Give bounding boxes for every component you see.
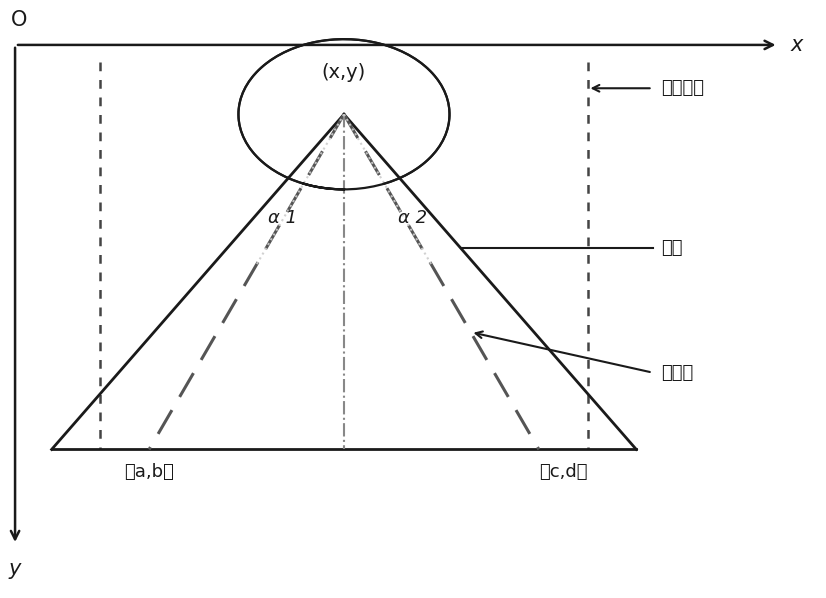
Text: α 1: α 1 [268,209,297,227]
Text: 车道线: 车道线 [661,364,693,382]
Text: y: y [9,559,21,579]
Text: 图像画面: 图像画面 [661,80,704,97]
Text: （a,b）: （a,b） [124,463,174,481]
Text: x: x [790,35,803,55]
Text: α 2: α 2 [398,209,428,227]
Text: 路面: 路面 [661,239,682,257]
Text: (x,y): (x,y) [322,63,366,83]
Text: （c,d）: （c,d） [539,463,587,481]
Text: O: O [11,11,27,30]
